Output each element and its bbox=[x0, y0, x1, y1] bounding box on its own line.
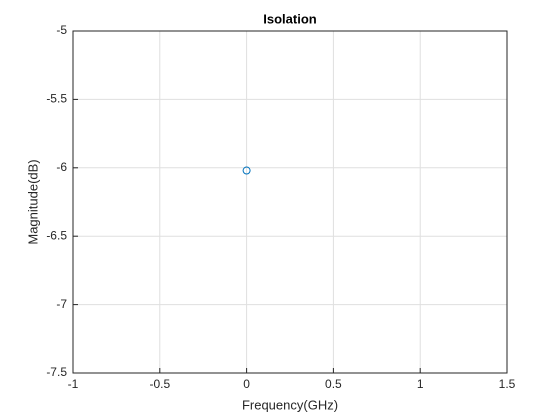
x-tick-label: 0 bbox=[243, 377, 250, 391]
x-tick-label: -1 bbox=[68, 377, 79, 391]
point bbox=[242, 166, 251, 175]
y-tick-label: -6.5 bbox=[46, 228, 67, 242]
y-tick-label: -5.5 bbox=[46, 92, 67, 106]
x-tick-label: -0.5 bbox=[149, 377, 170, 391]
x-tick-label: 0.5 bbox=[325, 377, 342, 391]
chart-title: Isolation bbox=[263, 11, 317, 26]
x-tick-label: 1 bbox=[417, 377, 424, 391]
x-axis-label: Frequency(GHz) bbox=[242, 397, 338, 412]
y-tick-label: -7 bbox=[56, 297, 67, 311]
y-tick-label: -7.5 bbox=[46, 365, 67, 379]
y-tick-label: -6 bbox=[56, 160, 67, 174]
y-axis-label: Magnitude(dB) bbox=[25, 159, 40, 244]
plot-frame bbox=[72, 30, 508, 374]
x-tick-label: 1.5 bbox=[499, 377, 516, 391]
y-tick-label: -5 bbox=[56, 23, 67, 37]
